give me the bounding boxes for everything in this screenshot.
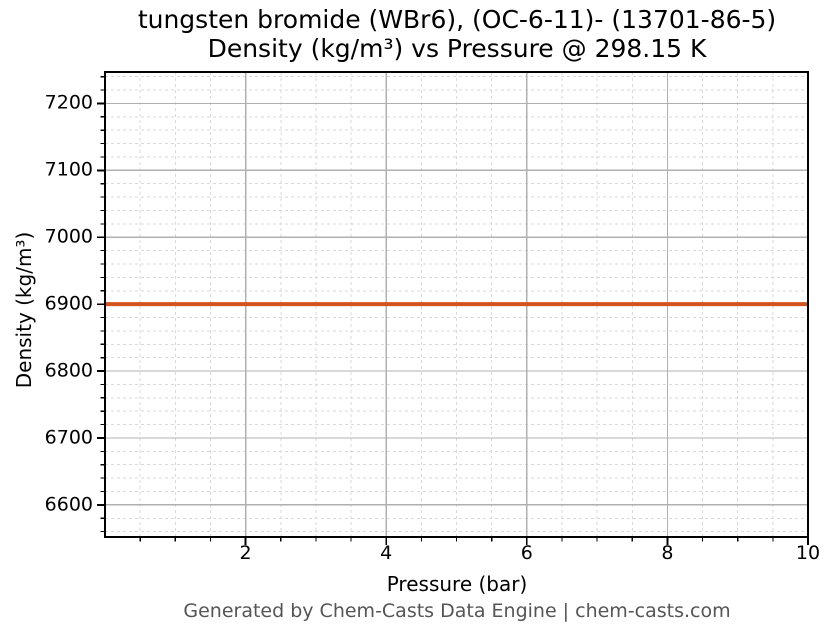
chart-title-line2: Density (kg/m³) vs Pressure @ 298.15 K	[207, 34, 707, 63]
y-axis-label: Density (kg/m³)	[12, 231, 36, 389]
y-tick-label: 7100	[44, 158, 93, 181]
y-tick-label: 6700	[44, 426, 93, 449]
y-tick-label: 6900	[44, 292, 93, 315]
y-tick-label: 6800	[44, 359, 93, 382]
y-tick-label: 6600	[44, 493, 93, 516]
x-axis-label: Pressure (bar)	[386, 572, 528, 596]
chart-title: tungsten bromide (WBr6), (OC-6-11)- (137…	[77, 5, 836, 63]
x-tick-label: 4	[380, 542, 393, 564]
x-tick-label: 6	[520, 542, 533, 564]
footer-attribution: Generated by Chem-Casts Data Engine | ch…	[183, 600, 731, 622]
x-tick-label: 8	[661, 542, 674, 564]
x-tick-label: 10	[795, 542, 821, 564]
y-tick-label: 7200	[44, 91, 93, 114]
chart-title-line1: tungsten bromide (WBr6), (OC-6-11)- (137…	[137, 5, 777, 34]
y-tick-label: 7000	[44, 225, 93, 248]
x-tick-label: 2	[239, 542, 252, 564]
